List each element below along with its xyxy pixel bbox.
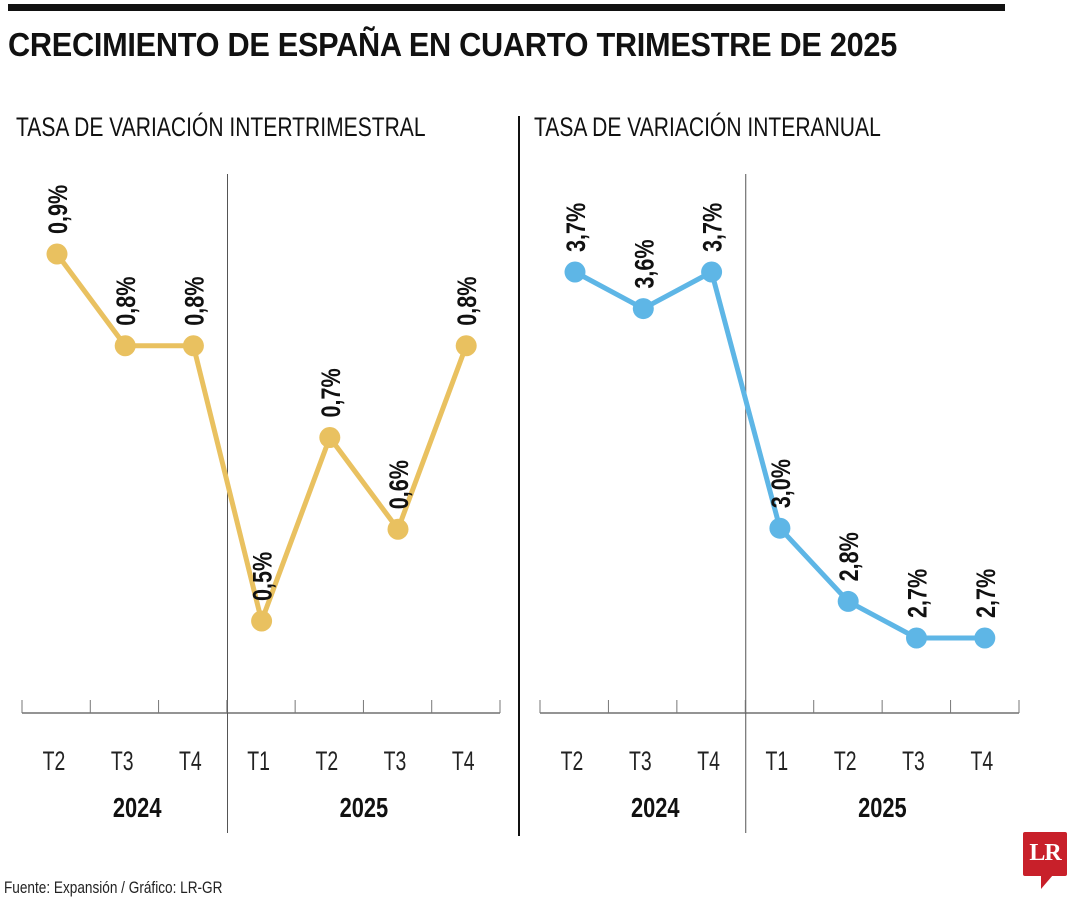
data-point: [46, 243, 68, 265]
data-point: [319, 427, 341, 448]
data-label: 2,7%: [903, 569, 933, 618]
data-label: 3,7%: [698, 203, 728, 252]
x-tick-label: T3: [111, 746, 134, 776]
data-label: 0,5%: [248, 552, 278, 601]
x-tick-label: T1: [247, 746, 270, 776]
data-label: 0,8%: [112, 276, 142, 325]
page-title: CRECIMIENTO DE ESPAÑA EN CUARTO TRIMESTR…: [8, 26, 897, 63]
lr-logo: LR: [1023, 832, 1067, 889]
data-label: 0,6%: [385, 460, 415, 509]
data-label: 3,6%: [630, 239, 660, 288]
x-tick-label: T1: [766, 746, 789, 776]
year-group-label: 2025: [340, 792, 389, 823]
x-tick-label: T2: [561, 746, 584, 776]
x-tick-label: T3: [384, 746, 407, 776]
x-tick-label: T4: [697, 746, 720, 776]
chart-intertrimestral: T2 T3 T4 T1 T2 T3 T4 2024 2025 0,9% 0,8% 0,8% 0,5% 0,…: [21, 174, 501, 833]
data-point: [837, 590, 859, 612]
data-label: 0,9%: [44, 185, 74, 234]
data-label: 2,8%: [835, 532, 865, 581]
data-label: 3,0%: [767, 459, 797, 508]
year-group-label: 2024: [631, 792, 680, 823]
data-point: [632, 298, 654, 320]
lr-logo-tail: [1041, 875, 1053, 889]
data-point: [182, 335, 204, 357]
top-rule: [8, 4, 1005, 11]
chart-interanual: T2 T3 T4 T1 T2 T3 T4 2024 2025 3,7% 3,6% 3,7% 3,0% 2,…: [539, 174, 1020, 833]
left-chart-title: TASA DE VARIACIÓN INTERTRIMESTRAL: [16, 112, 426, 142]
x-tick-label: T2: [315, 746, 338, 776]
year-group-label: 2024: [113, 792, 162, 823]
data-label: 2,7%: [972, 569, 1002, 618]
x-tick-label: T4: [452, 746, 475, 776]
x-tick-label: T2: [43, 746, 66, 776]
data-point: [455, 335, 477, 357]
data-label: 0,8%: [180, 276, 210, 325]
data-label: 0,8%: [453, 276, 483, 325]
data-point: [387, 518, 409, 540]
data-point: [701, 261, 723, 283]
data-point: [564, 261, 586, 283]
x-tick-label: T4: [179, 746, 202, 776]
data-point: [251, 610, 273, 632]
data-point: [974, 627, 996, 649]
lr-logo-text: LR: [1029, 840, 1061, 866]
data-point: [906, 627, 927, 649]
data-point: [769, 517, 791, 539]
right-chart-title: TASA DE VARIACIÓN INTERANUAL: [534, 112, 881, 142]
data-point: [114, 335, 136, 357]
x-tick-label: T3: [902, 746, 925, 776]
data-label: 0,7%: [317, 368, 347, 417]
x-tick-label: T3: [629, 746, 652, 776]
source-note: Fuente: Expansión / Gráfico: LR-GR: [4, 878, 223, 897]
x-tick-label: T2: [834, 746, 857, 776]
year-group-label: 2025: [858, 792, 907, 823]
panel-divider: [518, 116, 520, 836]
data-label: 3,7%: [562, 203, 592, 252]
x-tick-label: T4: [970, 746, 993, 776]
